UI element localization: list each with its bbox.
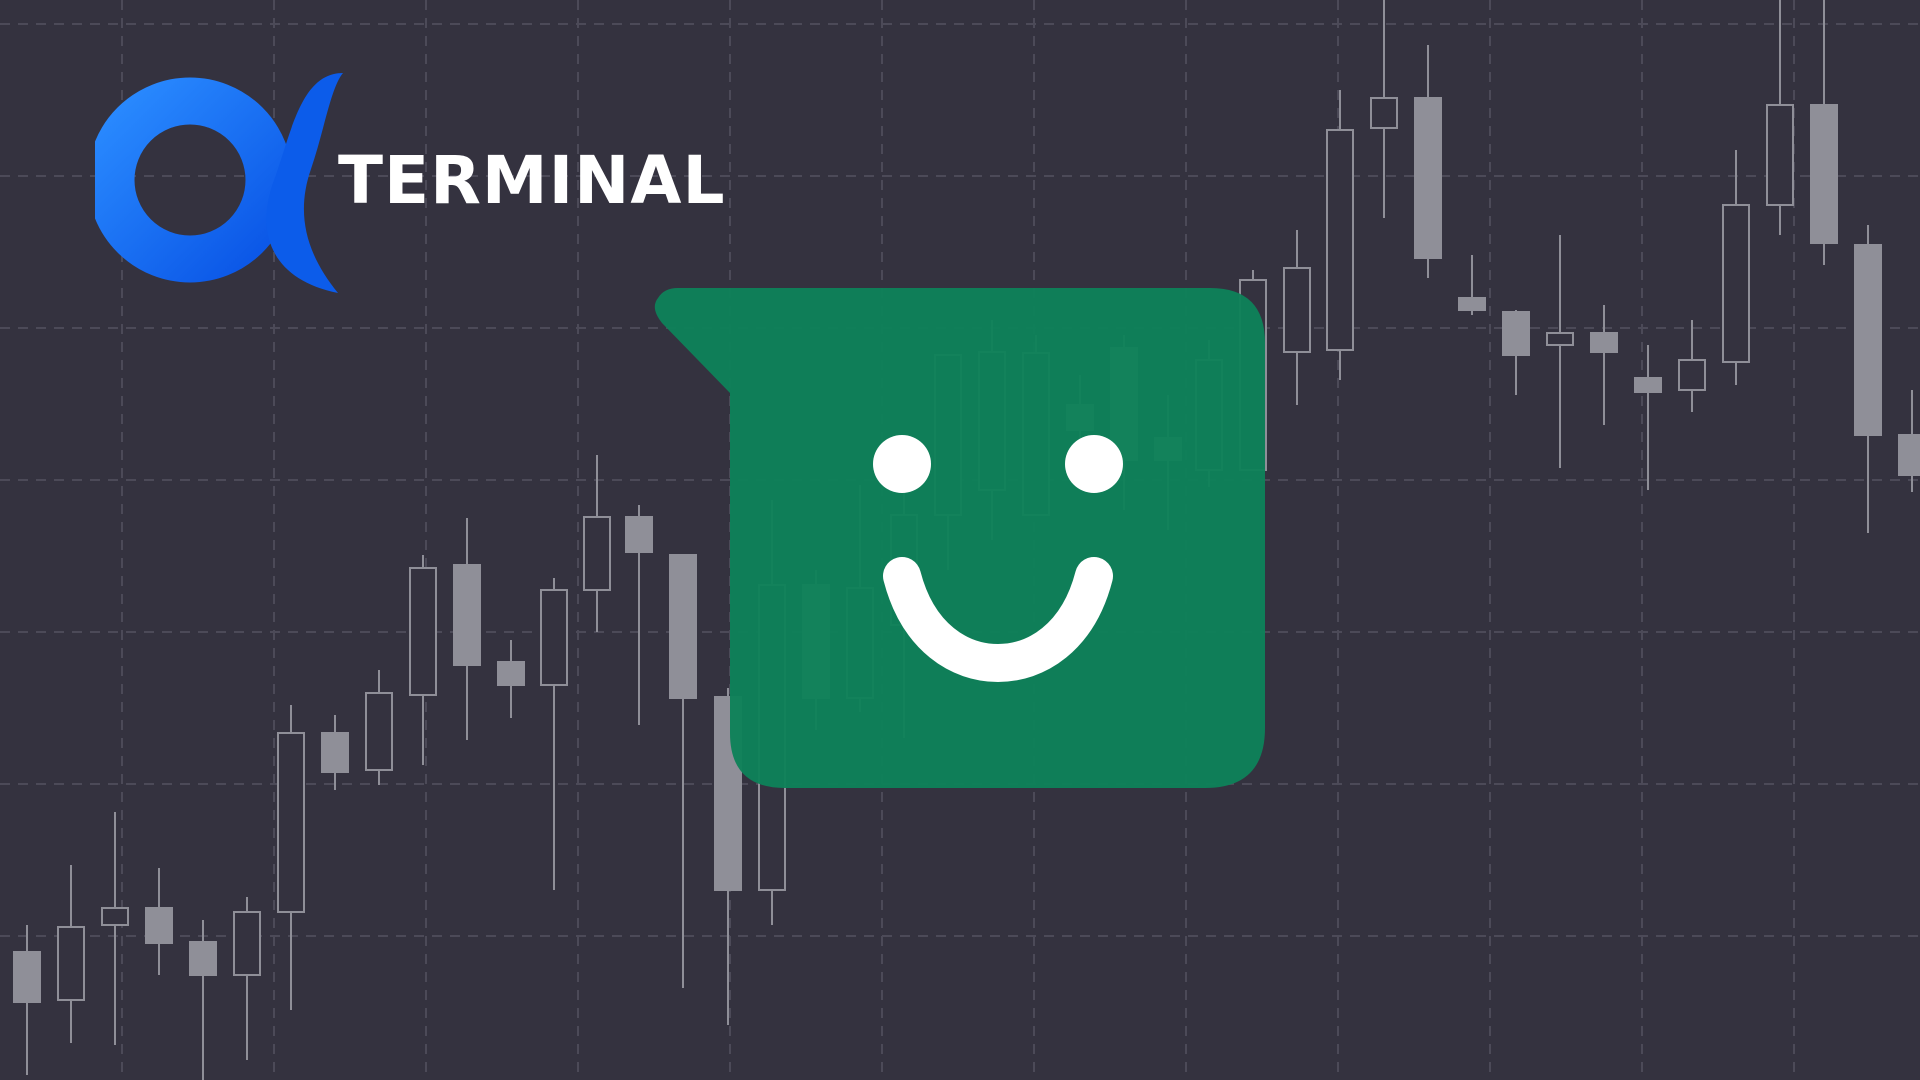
candle <box>409 555 437 765</box>
candle <box>1590 305 1618 425</box>
candle <box>1898 390 1920 492</box>
candle <box>13 925 41 1075</box>
candle <box>583 455 611 632</box>
alpha-logo-icon <box>95 73 343 293</box>
candle <box>1722 150 1750 385</box>
candle <box>233 897 261 1060</box>
candle <box>1283 230 1311 405</box>
smiley-chat-bubble-icon <box>654 288 1265 788</box>
candle <box>1810 0 1838 265</box>
candle <box>625 505 653 725</box>
candle <box>1458 255 1486 315</box>
candle <box>1502 310 1530 395</box>
brand-name: TERMINAL <box>338 142 726 219</box>
candle <box>365 670 393 785</box>
candle <box>1326 90 1354 380</box>
candle <box>1546 235 1574 468</box>
candle <box>1414 45 1442 278</box>
candle <box>540 578 568 890</box>
candle <box>497 640 525 718</box>
candle <box>453 518 481 740</box>
left-eye <box>873 435 931 493</box>
candle <box>1678 320 1706 412</box>
candle <box>1370 0 1398 218</box>
candle <box>189 920 217 1080</box>
candle <box>1766 0 1794 235</box>
candle <box>101 812 129 1045</box>
candle <box>321 715 349 790</box>
smile-mouth <box>883 557 1113 683</box>
candle <box>1634 345 1662 490</box>
candle <box>277 705 305 1010</box>
candle <box>57 865 85 1043</box>
candle <box>669 554 697 988</box>
right-eye <box>1065 435 1123 493</box>
candle <box>1854 225 1882 533</box>
candle <box>145 868 173 975</box>
